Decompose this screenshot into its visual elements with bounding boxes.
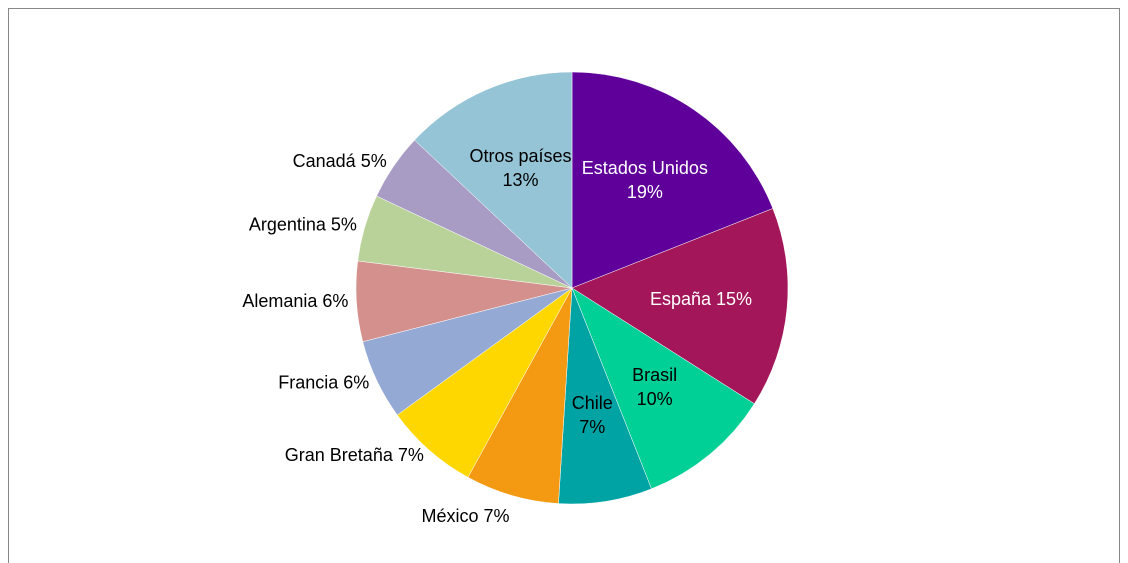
pie-slice	[571, 208, 789, 405]
pie-slice	[571, 71, 774, 289]
category-label: Chile	[572, 393, 613, 413]
value-label: 6%	[322, 291, 348, 311]
slice-label: Gran Bretaña 7%	[285, 445, 424, 465]
value-label: 6%	[343, 372, 369, 392]
slice-label: Francia 6%	[278, 372, 369, 392]
category-label: México	[421, 506, 478, 526]
slice-label: México 7%	[421, 506, 509, 526]
category-label: Canadá	[293, 151, 357, 171]
slice-label: Chile 7%	[572, 393, 613, 437]
value-label: 7%	[579, 417, 605, 437]
value-label: 10%	[637, 389, 673, 409]
category-label: Alemania	[242, 291, 318, 311]
value-label: 19%	[627, 182, 663, 202]
slice-label: Brasil 10%	[632, 365, 677, 409]
category-label: Estados Unidos	[582, 158, 708, 178]
value-label: 7%	[483, 506, 509, 526]
category-label: Argentina	[249, 214, 327, 234]
value-label: 5%	[361, 151, 387, 171]
slice-label: España 15%	[650, 289, 752, 309]
chart-frame	[8, 8, 1120, 563]
pie-slice	[414, 71, 573, 289]
slice-label: Estados Unidos 19%	[582, 158, 708, 202]
value-label: 15%	[716, 289, 752, 309]
value-label: 7%	[398, 445, 424, 465]
value-label: 13%	[503, 170, 539, 190]
category-label: Francia	[278, 372, 339, 392]
slice-label: Alemania 6%	[242, 291, 348, 311]
slice-label: Canadá 5%	[293, 151, 387, 171]
value-label: 5%	[331, 214, 357, 234]
category-label: Gran Bretaña	[285, 445, 394, 465]
slice-label: Argentina 5%	[249, 214, 357, 234]
pie-slice	[571, 287, 755, 490]
category-label: España	[650, 289, 712, 309]
category-label: Otros países	[470, 146, 572, 166]
slice-label: Otros países 13%	[470, 146, 572, 190]
category-label: Brasil	[632, 365, 677, 385]
